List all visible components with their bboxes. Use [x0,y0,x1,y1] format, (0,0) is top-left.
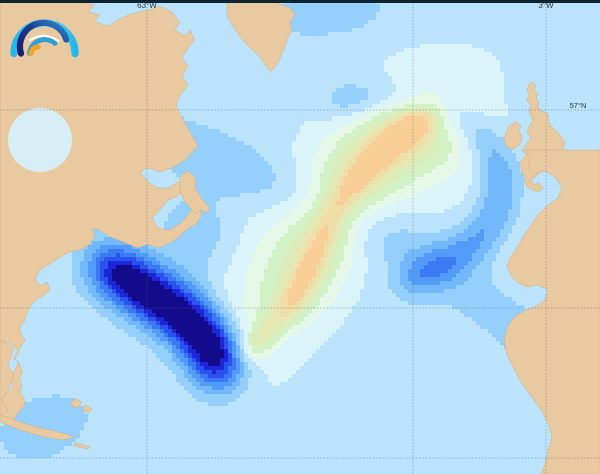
svg-text:3°W: 3°W [538,1,554,10]
svg-text:63°W: 63°W [137,1,157,10]
svg-text:57°N: 57°N [570,101,587,110]
